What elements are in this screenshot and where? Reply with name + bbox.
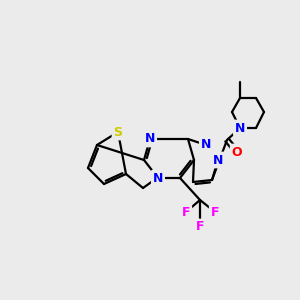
Text: N: N [145, 133, 155, 146]
Text: F: F [211, 206, 219, 218]
Text: N: N [235, 122, 245, 134]
Text: N: N [201, 139, 211, 152]
Text: S: S [113, 125, 122, 139]
Text: F: F [196, 220, 204, 233]
Text: N: N [153, 172, 163, 184]
Text: F: F [182, 206, 190, 218]
Text: O: O [232, 146, 242, 158]
Text: N: N [213, 154, 223, 166]
